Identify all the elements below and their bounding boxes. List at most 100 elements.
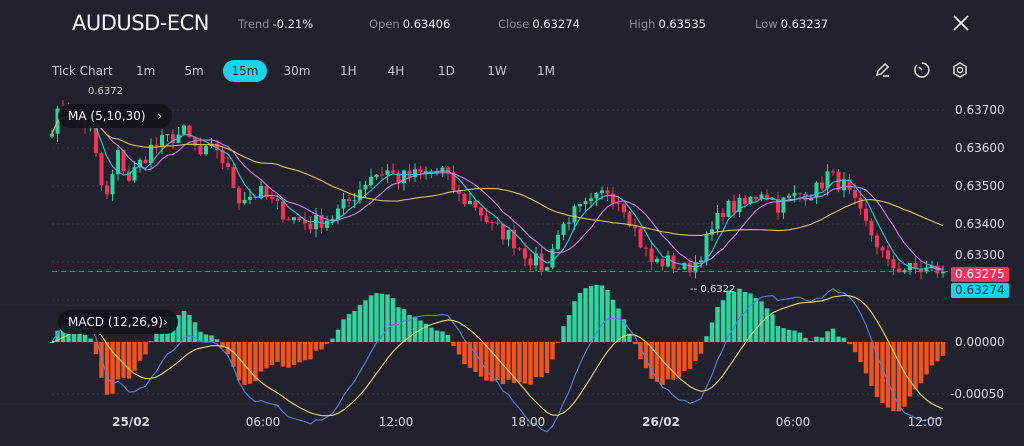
candle-body bbox=[732, 201, 736, 213]
macd-histogram-bar bbox=[517, 342, 522, 383]
macd-histogram-bar bbox=[533, 342, 539, 378]
candle-body bbox=[160, 135, 164, 146]
macd-histogram-bar bbox=[902, 342, 907, 407]
macd-label: MACD bbox=[68, 315, 104, 329]
macd-histogram-bar bbox=[423, 323, 429, 342]
candle-body bbox=[814, 182, 819, 198]
macd-histogram-bar bbox=[693, 342, 698, 362]
macd-histogram-bar bbox=[726, 290, 731, 342]
candle-body bbox=[468, 200, 472, 205]
macd-histogram-bar bbox=[313, 342, 319, 351]
macd-histogram-bar bbox=[335, 329, 341, 342]
candle-body bbox=[534, 253, 538, 266]
open-stat: Open 0.63406 bbox=[369, 17, 450, 31]
candle-body bbox=[743, 197, 747, 204]
candle-body bbox=[754, 196, 758, 199]
candle-body bbox=[490, 222, 494, 224]
macd-histogram-bar bbox=[121, 342, 126, 378]
macd-histogram-bar bbox=[825, 331, 830, 342]
macd-histogram-bar bbox=[231, 342, 236, 367]
candle-body bbox=[688, 262, 692, 273]
macd-histogram-bar bbox=[808, 340, 814, 342]
candle-body bbox=[556, 234, 560, 250]
candle-body bbox=[924, 267, 929, 273]
candle-body bbox=[264, 186, 269, 198]
ma-indicator-pill[interactable]: MA (5,10,30) › bbox=[58, 104, 173, 128]
macd-histogram-bar bbox=[511, 342, 517, 383]
candle-body bbox=[198, 145, 203, 155]
high-value: 0.63535 bbox=[658, 17, 706, 31]
macd-histogram-bar bbox=[269, 342, 275, 366]
timeframe-1h[interactable]: 1H bbox=[340, 64, 357, 78]
macd-histogram-bar bbox=[594, 284, 599, 342]
candle-body bbox=[699, 260, 703, 263]
timeframe-4h[interactable]: 4H bbox=[387, 64, 405, 78]
clock-icon[interactable] bbox=[912, 60, 932, 80]
candle-body bbox=[649, 248, 654, 263]
candle-body bbox=[325, 220, 329, 228]
candle-body bbox=[380, 174, 384, 176]
close-icon[interactable] bbox=[950, 12, 972, 34]
candle-body bbox=[528, 258, 533, 266]
macd-histogram-bar bbox=[676, 342, 682, 378]
candle-body bbox=[523, 248, 527, 259]
macd-histogram-bar bbox=[830, 328, 836, 342]
ma30-line bbox=[51, 115, 944, 237]
candle-body bbox=[270, 197, 274, 199]
macd-histogram-bar bbox=[660, 342, 665, 385]
timeframe-1d[interactable]: 1D bbox=[438, 64, 455, 78]
macd-histogram-bar bbox=[924, 342, 929, 375]
candle-body bbox=[864, 208, 868, 221]
settings-icon[interactable] bbox=[950, 60, 970, 80]
candle-body bbox=[116, 150, 120, 175]
candle-body bbox=[286, 219, 291, 221]
tick-chart-button[interactable]: Tick Chart bbox=[52, 64, 113, 78]
timeframe-5m[interactable]: 5m bbox=[184, 64, 204, 78]
macd-histogram-bar bbox=[473, 342, 478, 372]
ask-price-tag: 0.63274 bbox=[951, 283, 1009, 298]
timeframe-1m[interactable]: 1m bbox=[136, 64, 156, 78]
macd-histogram-bar bbox=[154, 332, 159, 342]
candle-body bbox=[589, 198, 593, 202]
close-stat: Close 0.63274 bbox=[498, 17, 580, 31]
macd-histogram-bar bbox=[775, 326, 781, 342]
price-axis-label: 0.63600 bbox=[955, 141, 1005, 155]
candle-body bbox=[127, 171, 131, 181]
candle-body bbox=[539, 253, 544, 271]
macd-histogram-bar bbox=[528, 342, 533, 385]
macd-histogram-bar bbox=[407, 315, 412, 342]
timeframe-15m[interactable]: 15m bbox=[223, 60, 267, 82]
candle-body bbox=[792, 192, 797, 196]
candle-body bbox=[220, 150, 225, 164]
candle-body bbox=[627, 212, 632, 227]
candle-body bbox=[171, 134, 175, 144]
macd-histogram-bar bbox=[110, 342, 115, 394]
timeframe-1m[interactable]: 1M bbox=[537, 64, 555, 78]
timeframe-1w[interactable]: 1W bbox=[487, 64, 507, 78]
candle-body bbox=[407, 170, 412, 178]
candle-body bbox=[545, 267, 549, 271]
candle-body bbox=[710, 229, 714, 235]
macd-histogram-bar bbox=[781, 328, 786, 342]
candle-body bbox=[165, 134, 170, 136]
macd-histogram-bar bbox=[258, 342, 264, 372]
time-axis-label: 12:00 bbox=[907, 415, 943, 429]
macd-histogram-bar bbox=[187, 314, 192, 342]
candle-body bbox=[341, 199, 346, 209]
macd-histogram-bar bbox=[764, 308, 770, 342]
timeframe-30m[interactable]: 30m bbox=[283, 64, 311, 78]
candle-body bbox=[154, 144, 159, 146]
candle-body bbox=[374, 174, 379, 177]
candle-body bbox=[259, 186, 263, 199]
candle-body bbox=[633, 226, 637, 229]
macd-histogram-bar bbox=[803, 337, 808, 342]
candle-body bbox=[847, 179, 852, 190]
candle-body bbox=[501, 223, 505, 240]
price-axis-label: 0.63700 bbox=[955, 103, 1005, 117]
candle-body bbox=[919, 268, 923, 273]
macd-indicator-pill[interactable]: MACD (12,26,9)› bbox=[58, 310, 178, 334]
macd-histogram-bar bbox=[731, 291, 737, 342]
candle-body bbox=[231, 166, 236, 188]
pencil-icon[interactable] bbox=[873, 60, 893, 80]
